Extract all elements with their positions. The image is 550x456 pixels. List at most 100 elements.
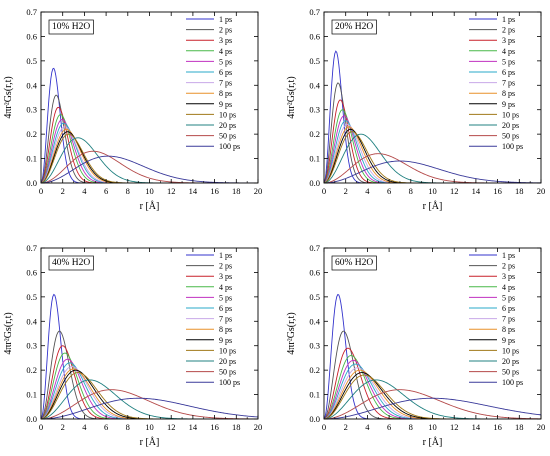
series-line-3ps: [324, 347, 541, 419]
x-tick-label: 10: [145, 186, 154, 196]
legend-entry: 100 ps: [502, 142, 523, 151]
legend-entry: 20 ps: [502, 121, 519, 130]
chart-panel-3: 0 2 4 6 8 10 12 14 16 18 20 0.0 0.1 0.2 0.3 0.4 0.5 0.6 0.…: [3, 243, 262, 448]
x-tick-label: 8: [409, 422, 413, 432]
x-tick-label: 4: [82, 422, 87, 432]
y-tick-label: 0.4: [26, 316, 37, 326]
legend-entry: 5 ps: [219, 57, 232, 66]
x-tick-label: 4: [82, 186, 87, 196]
legend-entry: 10 ps: [502, 346, 519, 355]
series-line-2ps: [41, 330, 258, 419]
panel-label: 10% H2O: [52, 22, 90, 32]
panel-label-box: [48, 255, 94, 271]
legend-entry: 20 ps: [502, 357, 519, 366]
y-tick-label: 0.2: [309, 129, 320, 139]
series-line-6ps: [324, 120, 541, 183]
x-tick-label: 8: [126, 422, 130, 432]
y-axis-title: 4πr²Gs(r,t): [3, 76, 14, 118]
y-tick-label: 0.5: [309, 292, 320, 302]
y-tick-label: 0.5: [26, 292, 37, 302]
x-tick-label: 20: [254, 422, 263, 432]
series-line-3ps: [41, 106, 258, 183]
legend-entry: 9 ps: [502, 100, 515, 109]
y-axis-title: 4πr²Gs(r,t): [286, 312, 297, 354]
legend-entry: 8 ps: [219, 325, 232, 334]
y-tick-label: 0.1: [309, 390, 320, 400]
x-tick-label: 2: [344, 422, 348, 432]
legend-entry: 7 ps: [502, 315, 515, 324]
chart-panel-1: 0 2 4 6 8 10 12 14 16 18 20 0.0 0.1 0.2 0.3 0.4 0.5 0.6 0.…: [3, 7, 262, 212]
x-tick-label: 18: [515, 422, 524, 432]
y-tick-label: 0.4: [309, 316, 320, 326]
series-line-2ps: [41, 94, 258, 183]
legend-entry: 50 ps: [502, 132, 519, 141]
legend-entry: 4 ps: [219, 283, 232, 292]
legend-entry: 4 ps: [502, 283, 515, 292]
legend-entry: 2 ps: [219, 26, 232, 35]
legend-entry: 5 ps: [219, 293, 232, 302]
y-tick-label: 0.6: [26, 267, 37, 277]
y-tick-label: 0.0: [26, 414, 37, 424]
x-tick-label: 14: [189, 186, 198, 196]
series-line-100ps: [41, 397, 258, 419]
y-tick-label: 0.0: [26, 178, 37, 188]
x-tick-label: 6: [104, 186, 108, 196]
legend-entry: 6 ps: [219, 68, 232, 77]
x-tick-label: 12: [167, 422, 176, 432]
panel-label-box: [331, 19, 377, 35]
x-tick-label: 16: [493, 422, 502, 432]
y-tick-label: 0.2: [26, 129, 37, 139]
x-tick-label: 8: [409, 186, 413, 196]
legend-entry: 9 ps: [502, 336, 515, 345]
y-tick-label: 0.7: [309, 243, 320, 253]
series-line-8ps: [41, 128, 258, 183]
legend-entry: 6 ps: [219, 304, 232, 313]
x-axis-title: r [Å]: [140, 200, 160, 212]
panel-label-box: [48, 19, 94, 35]
legend-entry: 50 ps: [502, 368, 519, 377]
x-tick-label: 18: [515, 186, 524, 196]
legend-entry: 7 ps: [219, 315, 232, 324]
series-line-4ps: [324, 355, 541, 419]
legend-entry: 8 ps: [219, 89, 232, 98]
legend-entry: 1 ps: [502, 251, 515, 260]
legend-entry: 2 ps: [219, 262, 232, 271]
y-tick-label: 0.3: [309, 341, 320, 351]
legend-entry: 50 ps: [219, 368, 236, 377]
series-line-3ps: [324, 99, 541, 183]
series-line-7ps: [41, 126, 258, 183]
x-tick-label: 8: [126, 186, 130, 196]
y-tick-label: 0.6: [309, 31, 320, 41]
x-tick-label: 16: [210, 422, 219, 432]
x-tick-label: 16: [210, 186, 219, 196]
legend-entry: 6 ps: [502, 68, 515, 77]
legend-entry: 8 ps: [502, 325, 515, 334]
series-line-1ps: [324, 293, 541, 419]
legend-entry: 3 ps: [219, 36, 232, 45]
series-line-50ps: [41, 150, 258, 183]
x-tick-label: 12: [450, 422, 459, 432]
panel-label: 20% H2O: [335, 22, 373, 32]
x-tick-label: 14: [189, 422, 198, 432]
chart-panel-4: 0 2 4 6 8 10 12 14 16 18 20 0.0 0.1 0.2 0.3 0.4 0.5 0.6 0.…: [286, 243, 545, 448]
x-axis-title: r [Å]: [423, 436, 443, 448]
y-tick-label: 0.7: [26, 243, 37, 253]
legend-entry: 10 ps: [502, 110, 519, 119]
x-tick-label: 10: [428, 422, 437, 432]
x-tick-label: 12: [450, 186, 459, 196]
legend-entry: 3 ps: [219, 272, 232, 281]
series-line-50ps: [324, 153, 541, 183]
legend-entry: 10 ps: [219, 346, 236, 355]
x-tick-label: 2: [61, 422, 65, 432]
x-tick-label: 12: [167, 186, 176, 196]
series-line-4ps: [41, 352, 258, 419]
series-line-10ps: [41, 133, 258, 183]
series-line-100ps: [324, 160, 541, 183]
series-line-8ps: [324, 126, 541, 183]
legend-entry: 4 ps: [219, 47, 232, 56]
series-line-1ps: [41, 293, 258, 419]
y-tick-label: 0.7: [26, 7, 37, 17]
